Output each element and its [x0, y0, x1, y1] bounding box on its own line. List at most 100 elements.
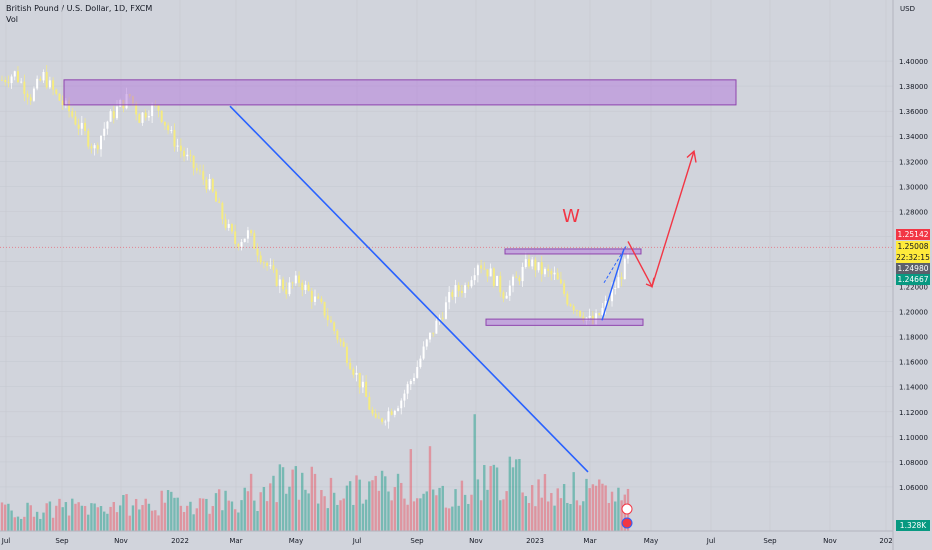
volume-bar: [297, 499, 301, 531]
volume-bar: [515, 459, 518, 531]
candle-body: [186, 154, 189, 157]
volume-bar: [316, 503, 320, 531]
volume-bar: [441, 485, 444, 531]
volume-bar: [23, 516, 26, 531]
candle-body: [419, 358, 422, 367]
volume-bar: [361, 503, 365, 531]
volume-bar: [336, 504, 339, 531]
y-tick-label: 1.20000: [899, 309, 928, 317]
volume-bar: [128, 515, 131, 531]
candle-body: [358, 372, 361, 388]
x-tick-label: Mar: [583, 537, 596, 545]
x-tick-label: Sep: [410, 537, 424, 545]
candle-body: [29, 97, 32, 101]
candle-body: [167, 125, 170, 131]
symbol-title[interactable]: British Pound / U.S. Dollar, 1D, FXCM: [6, 4, 153, 13]
candle-body: [205, 179, 208, 190]
candle-body: [607, 300, 610, 302]
x-tick-label: Sep: [763, 537, 777, 545]
volume-bar: [246, 491, 250, 531]
volume-bar: [358, 479, 361, 531]
candle-body: [103, 128, 106, 136]
volume-indicator-label[interactable]: Vol: [6, 15, 18, 24]
candle-body: [112, 111, 115, 119]
volume-bar: [106, 513, 109, 531]
candle-body: [298, 275, 301, 283]
candle-body: [157, 105, 160, 111]
volume-bar: [131, 505, 135, 531]
volume-bar: [578, 505, 582, 531]
volume-bar: [32, 516, 36, 531]
volume-bar: [240, 500, 243, 531]
forecast-path: [627, 151, 695, 289]
volume-bar: [348, 481, 352, 531]
candle-body: [176, 145, 179, 147]
x-tick-label: Jul: [1, 537, 11, 545]
volume-bar: [598, 479, 601, 531]
volume-bar: [182, 511, 186, 531]
candle-body: [566, 293, 569, 305]
volume-bar: [61, 507, 64, 531]
volume-bar: [74, 503, 77, 531]
volume-bar: [16, 516, 20, 531]
candle-body: [572, 306, 575, 311]
volume-bar: [262, 486, 266, 531]
volume-bar: [179, 505, 183, 531]
candle-body: [355, 372, 358, 375]
volume-bar: [566, 502, 569, 531]
candle-body: [550, 270, 553, 275]
candle-body: [329, 320, 332, 323]
volume-bar: [479, 500, 483, 531]
candle-body: [183, 150, 186, 157]
candle-body: [192, 155, 195, 169]
price-axis[interactable]: 1.40000 1.38000 1.36000 1.34000 1.32000 1.300…: [892, 0, 928, 550]
y-tick-label: 1.30000: [899, 183, 928, 191]
volume-bar: [425, 491, 428, 531]
volume-bar: [278, 464, 282, 531]
volume-bar: [546, 501, 550, 531]
price-badge: 1.24667: [896, 274, 930, 285]
candle-body: [499, 275, 502, 293]
volume-bar: [147, 503, 151, 531]
candle-body: [524, 259, 527, 267]
volume-bar: [221, 510, 224, 531]
w-leg-dashed: [603, 246, 627, 284]
candle-body: [569, 304, 572, 307]
candle-body: [406, 384, 409, 394]
volume-bar: [572, 472, 575, 531]
volume-bar: [387, 491, 390, 531]
volume-bar: [7, 503, 10, 531]
range-top-zone: [504, 248, 642, 255]
candle-body: [32, 88, 35, 101]
volume-bar: [409, 449, 413, 531]
volume-bar: [604, 485, 607, 531]
y-tick-label: 1.40000: [899, 58, 928, 66]
volume-bar: [530, 485, 534, 531]
candle-body: [400, 400, 403, 409]
volume-bar: [562, 484, 566, 531]
candle-body: [349, 362, 352, 370]
time-axis[interactable]: Jul Sep Nov 2022 Mar May Jul Sep Nov 2023 Mar May Ju…: [0, 530, 893, 545]
candle-body: [521, 266, 524, 282]
candle-body: [486, 269, 489, 277]
volume-bar: [259, 492, 262, 531]
volume-bar: [195, 508, 199, 531]
candle-body: [345, 346, 348, 363]
candle-body: [339, 339, 342, 342]
volume-bar: [556, 488, 559, 531]
candle-body: [109, 111, 112, 122]
volume-bar: [460, 480, 464, 531]
volume-bar: [269, 483, 272, 531]
volume-bar: [419, 498, 422, 531]
y-tick-label: 1.28000: [899, 208, 928, 216]
candle-body: [173, 130, 176, 147]
candle-body: [425, 339, 428, 347]
candle-body: [460, 290, 463, 294]
candle-body: [537, 262, 540, 271]
candle-body: [68, 100, 71, 112]
volume-bar: [470, 494, 473, 531]
volume-bar: [45, 503, 48, 531]
candle-body: [326, 315, 329, 321]
candle-body: [224, 219, 227, 228]
